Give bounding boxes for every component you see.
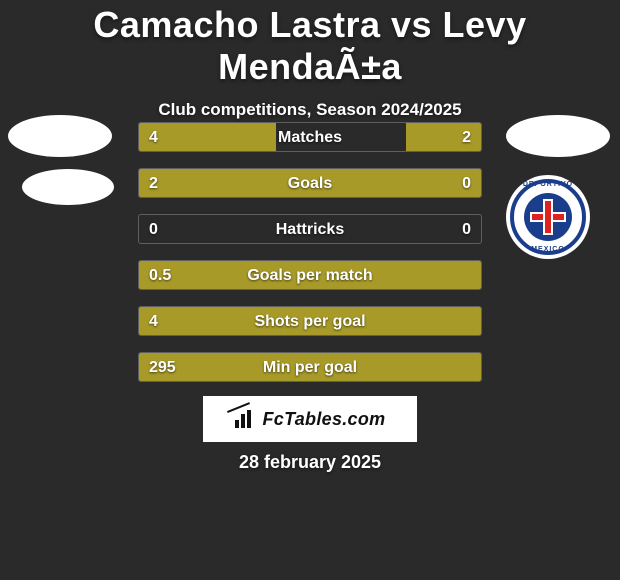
- left-player-avatars: [8, 115, 114, 217]
- stat-row: 20Goals: [138, 168, 482, 198]
- stat-row: 42Matches: [138, 122, 482, 152]
- snapshot-date: 28 february 2025: [0, 452, 620, 473]
- stat-label: Matches: [139, 123, 481, 152]
- stat-label: Goals: [139, 169, 481, 198]
- stat-label: Goals per match: [139, 261, 481, 290]
- page-title: Camacho Lastra vs Levy MendaÃ±a: [0, 0, 620, 88]
- brand-box[interactable]: FcTables.com: [203, 396, 417, 442]
- stat-label: Min per goal: [139, 353, 481, 382]
- placeholder-oval-icon: [8, 115, 112, 157]
- stat-row: 295Min per goal: [138, 352, 482, 382]
- badge-ring-bottom: MEXICO: [506, 246, 590, 253]
- stat-label: Hattricks: [139, 215, 481, 244]
- stat-label: Shots per goal: [139, 307, 481, 336]
- club-badge-cruz-azul: DEPORTIVO MEXICO: [506, 175, 590, 259]
- brand-text: FcTables.com: [263, 409, 386, 430]
- stat-row: 4Shots per goal: [138, 306, 482, 336]
- placeholder-oval-icon: [506, 115, 610, 157]
- badge-ring-top: DEPORTIVO: [506, 181, 590, 188]
- stats-bars: 42Matches 20Goals 00Hattricks 0.5Goals per …: [138, 122, 482, 398]
- stat-row: 0.5Goals per match: [138, 260, 482, 290]
- placeholder-oval-icon: [22, 169, 114, 205]
- stat-row: 00Hattricks: [138, 214, 482, 244]
- chart-bars-icon: [235, 410, 257, 428]
- right-player-avatars: DEPORTIVO MEXICO: [506, 115, 610, 259]
